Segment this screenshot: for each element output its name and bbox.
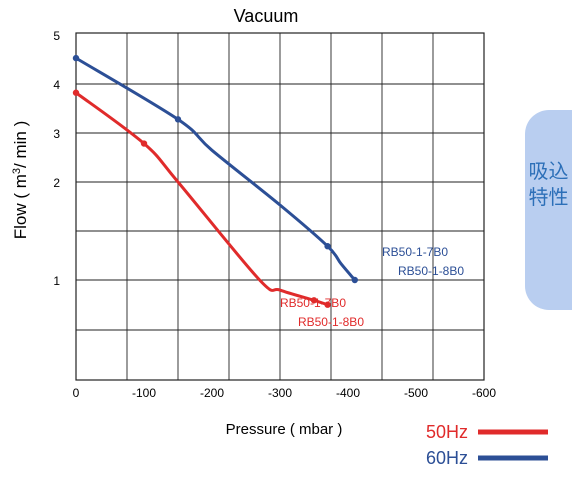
data-point-50Hz <box>310 297 318 304</box>
side-tab-label: 吸込特性 <box>528 159 569 209</box>
data-point-50Hz <box>140 140 148 147</box>
side-tab[interactable]: 吸込特性 <box>525 110 572 310</box>
grid <box>75 32 485 381</box>
chart-title: Vacuum <box>234 6 299 26</box>
data-point-60Hz <box>174 116 182 123</box>
y-axis-label: Flow ( m3/ min ) <box>11 121 30 240</box>
series-end-labels: RB50-1-7B0 RB50-1-8B0 RB50-1-7B0 RB50-1-8B0 <box>280 245 464 329</box>
y-tick-label: 3 <box>53 127 60 141</box>
data-point-50Hz <box>72 89 80 96</box>
series-line-50Hz <box>75 91 329 307</box>
x-tick-label: 0 <box>73 386 80 400</box>
series-line-60Hz <box>75 56 356 281</box>
x-tick-label: -300 <box>268 386 292 400</box>
series-end-label: RB50-1-8B0 <box>298 315 364 329</box>
x-axis-label: Pressure ( mbar ) <box>226 421 343 438</box>
data-point-60Hz <box>324 243 331 250</box>
data-point-60Hz <box>351 276 358 284</box>
tick-labels: 0 -100 -200 -300 -400 -500 -600 1 2 3 4 5 <box>53 29 496 400</box>
x-tick-label: -500 <box>404 386 428 400</box>
series-end-label: RB50-1-8B0 <box>398 264 464 278</box>
series-end-label: RB50-1-7B0 <box>382 245 448 259</box>
data-point-60Hz <box>72 54 80 62</box>
y-tick-label: 5 <box>53 29 60 43</box>
legend-label: 60Hz <box>426 448 468 468</box>
x-tick-label: -600 <box>472 386 496 400</box>
y-tick-label: 1 <box>53 274 60 288</box>
series-end-label: RB50-1-7B0 <box>280 296 346 310</box>
data-point-50Hz <box>324 301 331 308</box>
y-tick-label: 4 <box>53 78 60 92</box>
x-tick-label: -400 <box>336 386 360 400</box>
legend-label: 50Hz <box>426 422 468 442</box>
y-tick-label: 2 <box>53 176 60 190</box>
series-group <box>72 54 358 308</box>
legend: 50Hz 60Hz <box>426 422 548 468</box>
x-tick-label: -200 <box>200 386 224 400</box>
x-tick-label: -100 <box>132 386 156 400</box>
